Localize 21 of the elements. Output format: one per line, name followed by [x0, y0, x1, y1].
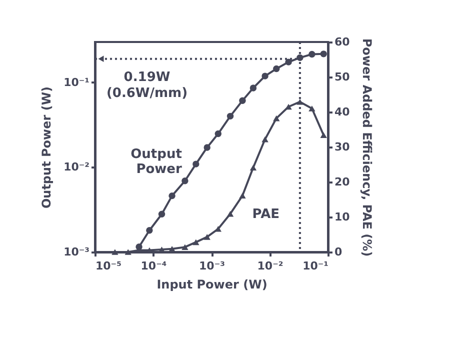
y-axis-title: Output Power (W) [40, 86, 54, 209]
y-tick-label: 10⁻² [64, 160, 90, 174]
x-tick-label: 10⁻² [257, 260, 284, 272]
x-tick-label: 10⁻¹ [302, 260, 329, 272]
y2-tick-label: 60 [334, 36, 350, 48]
y2-tick-label: 10 [334, 210, 350, 224]
y2-tick-label: 20 [334, 176, 350, 188]
y2-tick-label: 40 [334, 106, 350, 118]
x-tick-label: 10⁻⁵ [96, 260, 122, 272]
y2-tick-label: 0 [334, 246, 342, 258]
y2-axis-title: Power Added Efficiency, PAE (%) [360, 38, 374, 257]
y2-tick-label: 30 [334, 140, 350, 154]
x-axis-title: Input Power (W) [156, 278, 268, 292]
series-label: Output Power [130, 147, 182, 178]
series-label: PAE [252, 206, 280, 222]
x-tick-label: 10⁻⁴ [140, 260, 167, 272]
y-tick-label: 10⁻¹ [64, 76, 90, 89]
legend-label: 0.19W (0.6W/mm) [106, 70, 188, 101]
y-tick-label: 10⁻³ [64, 246, 90, 258]
x-tick-label: 10⁻³ [199, 260, 226, 272]
y2-tick-label: 50 [334, 70, 350, 84]
